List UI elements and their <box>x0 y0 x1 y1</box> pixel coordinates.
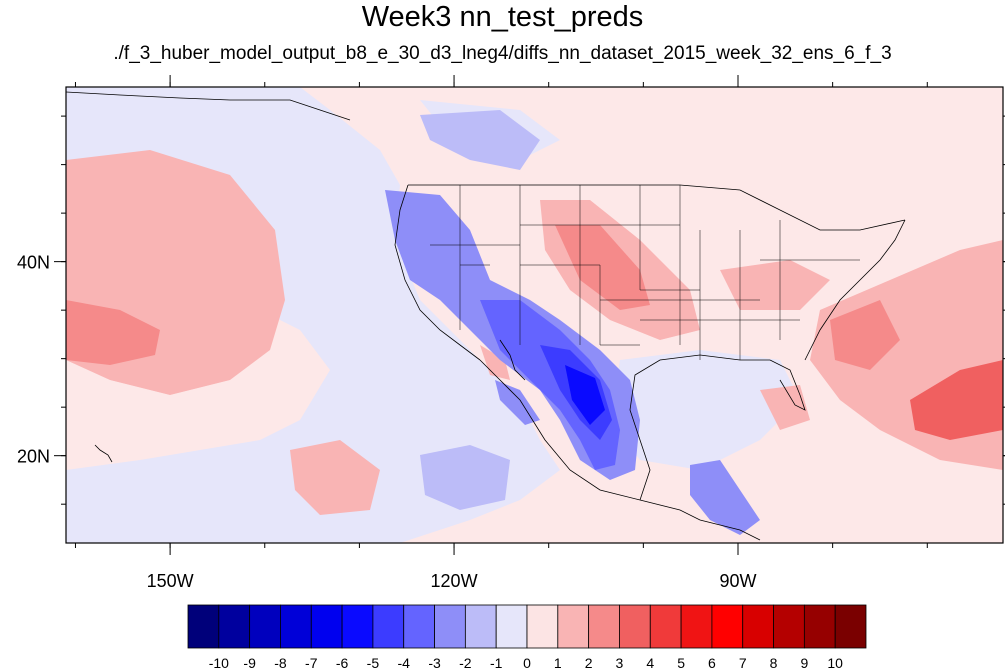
colorbar-swatch <box>526 604 559 649</box>
colorbar-label: -8 <box>274 655 287 671</box>
colorbar-label: 2 <box>585 655 593 671</box>
map-frame <box>65 86 1004 544</box>
field-red-atlantic-2 <box>910 360 1003 440</box>
colorbar-swatch <box>773 604 805 649</box>
baja-coast <box>479 359 641 501</box>
colorbar-swatch <box>310 604 343 649</box>
colorbar-label: -10 <box>209 655 229 671</box>
colorbar-label: 10 <box>827 655 843 671</box>
gulf-coast <box>629 354 770 501</box>
colorbar-swatch <box>403 604 435 649</box>
colorbar-swatch <box>649 604 682 649</box>
mexico-west-coast <box>499 339 526 381</box>
plot-subtitle: ./f_3_huber_model_output_b8_e_30_d3_lneg… <box>113 43 892 64</box>
field-blue-deeper <box>565 365 605 425</box>
y-tick-label: 20N <box>17 447 50 467</box>
colorbar-swatch <box>187 604 220 649</box>
colorbar-label: -7 <box>305 655 318 671</box>
colorbar-label: -2 <box>459 655 472 671</box>
anomaly-field <box>66 87 1003 543</box>
x-tick-label: 120W <box>431 571 478 591</box>
field-pink-baja <box>480 345 510 380</box>
colorbar-swatch <box>834 604 867 649</box>
field-red-atlantic <box>830 300 900 370</box>
plot-title: Week3 nn_test_preds <box>361 1 644 33</box>
florida <box>769 359 806 411</box>
x-tick-label: 90W <box>719 571 756 591</box>
colorbar-swatch <box>341 604 374 649</box>
colorbar-swatch <box>464 604 497 649</box>
colorbar-label: 7 <box>739 655 747 671</box>
colorbar-label: 0 <box>523 655 531 671</box>
axis-ticks: 150W 120W 90W 40N 20N <box>17 75 1005 591</box>
colorbar-label: 8 <box>770 655 778 671</box>
colorbar-swatch <box>495 604 528 649</box>
field-blue-centralam <box>690 460 760 535</box>
colorbar-label: -1 <box>490 655 503 671</box>
y-tick-label: 40N <box>17 253 50 273</box>
hawaii <box>94 444 113 463</box>
field-light-blue-gulf <box>610 350 800 470</box>
field-pink-caribbean <box>760 385 810 430</box>
colorbar-swatch <box>742 604 774 649</box>
field-pink-centralpac <box>290 440 380 515</box>
colorbar-swatch <box>619 604 651 649</box>
field-blue-core <box>480 300 620 470</box>
colorbar-label: 6 <box>708 655 716 671</box>
colorbar-swatch <box>280 604 312 649</box>
colorbar-label: -4 <box>398 655 411 671</box>
colorbar-label: -3 <box>428 655 441 671</box>
field-pink-eastus <box>720 260 830 310</box>
field-red-westpac <box>66 300 160 365</box>
colorbar-swatch <box>711 604 744 649</box>
colorbar-label: -6 <box>336 655 349 671</box>
alaska-coast <box>66 91 351 121</box>
state-borders <box>430 185 860 360</box>
central-america <box>639 499 761 541</box>
colorbar-label: 1 <box>554 655 562 671</box>
colorbar-swatch <box>372 604 405 649</box>
colorbar-label: 9 <box>800 655 808 671</box>
colorbar-swatch <box>249 604 281 649</box>
colorbar-swatch <box>803 604 836 649</box>
colorbar: -10 -9 -8 -7 -6 -5 -4 -3 -2 -1 0 1 2 3 4 5 6 7 8 9 10 <box>187 604 867 671</box>
us-west-coast <box>394 184 481 361</box>
coastlines <box>66 91 906 541</box>
colorbar-label: -9 <box>243 655 256 671</box>
us-canada-border <box>408 184 906 231</box>
colorbar-swatch <box>680 604 713 649</box>
colorbar-swatch <box>588 604 620 649</box>
colorbar-swatch <box>434 604 466 649</box>
field-blue-canada <box>420 110 540 170</box>
x-tick-label: 150W <box>147 571 194 591</box>
field-red-plains <box>555 225 650 310</box>
colorbar-label: 4 <box>646 655 654 671</box>
colorbar-swatch <box>557 604 590 649</box>
colorbar-label: -5 <box>367 655 380 671</box>
colorbar-label: 5 <box>677 655 685 671</box>
us-east-coast <box>804 219 906 361</box>
colorbar-swatch <box>218 604 251 649</box>
field-blue-eastpac <box>420 445 510 510</box>
colorbar-label: 3 <box>616 655 624 671</box>
